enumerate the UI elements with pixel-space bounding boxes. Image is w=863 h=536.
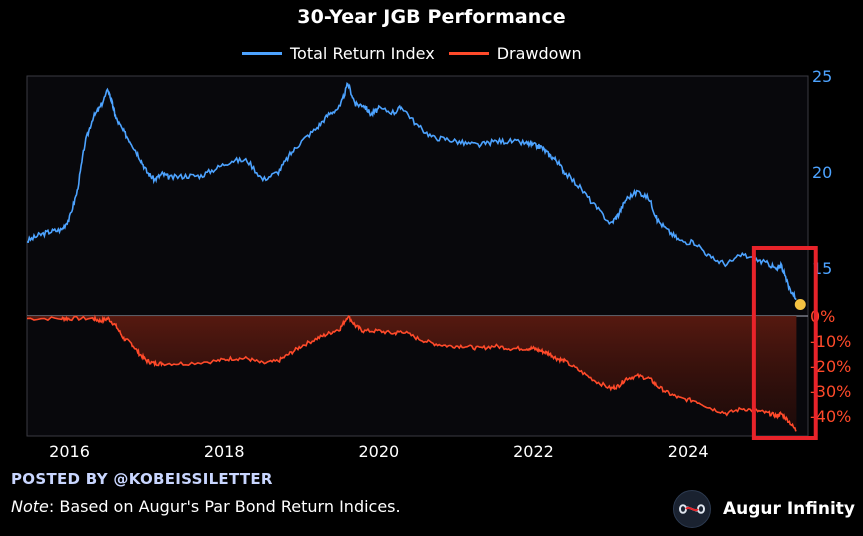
legend-label-total-return: Total Return Index (290, 44, 435, 63)
y-tick-label-bottom: -40% (810, 407, 851, 426)
drawdown-line (26, 314, 797, 432)
y-tick-label-bottom: -10% (810, 332, 851, 351)
note-body: : Based on Augur's Par Bond Return Indic… (48, 497, 401, 516)
posted-by-label: POSTED BY @KOBEISSILETTER (11, 470, 273, 488)
x-tick-label: 2018 (204, 442, 245, 461)
last-value-marker (794, 298, 806, 310)
highlight-box (751, 246, 818, 440)
drawdown-area (27, 316, 797, 431)
legend-item-drawdown: Drawdown (448, 44, 582, 63)
legend: Total Return Index Drawdown (242, 44, 596, 63)
note-text: Note: Based on Augur's Par Bond Return I… (11, 497, 401, 516)
legend-swatch-total-return (242, 52, 282, 55)
brand-name: Augur Infinity (723, 499, 855, 519)
legend-swatch-drawdown (448, 52, 489, 55)
x-tick-label: 2016 (49, 442, 90, 461)
infinity-logo-icon (673, 490, 711, 528)
x-tick-label: 2020 (358, 442, 399, 461)
total-return-line (26, 81, 797, 301)
legend-item-total-return: Total Return Index (242, 44, 435, 63)
y-tick-label-bottom: -30% (810, 382, 851, 401)
note-label: Note (11, 497, 49, 516)
y-tick-label-bottom: -20% (810, 357, 851, 376)
legend-label-drawdown: Drawdown (496, 44, 582, 63)
brand: Augur Infinity (673, 490, 855, 528)
x-tick-label: 2024 (668, 442, 709, 461)
x-tick-label: 2022 (513, 442, 554, 461)
chart-title: 30-Year JGB Performance (297, 6, 566, 28)
y-tick-label-top: 25 (812, 67, 832, 86)
y-tick-label-top: 20 (812, 163, 832, 182)
